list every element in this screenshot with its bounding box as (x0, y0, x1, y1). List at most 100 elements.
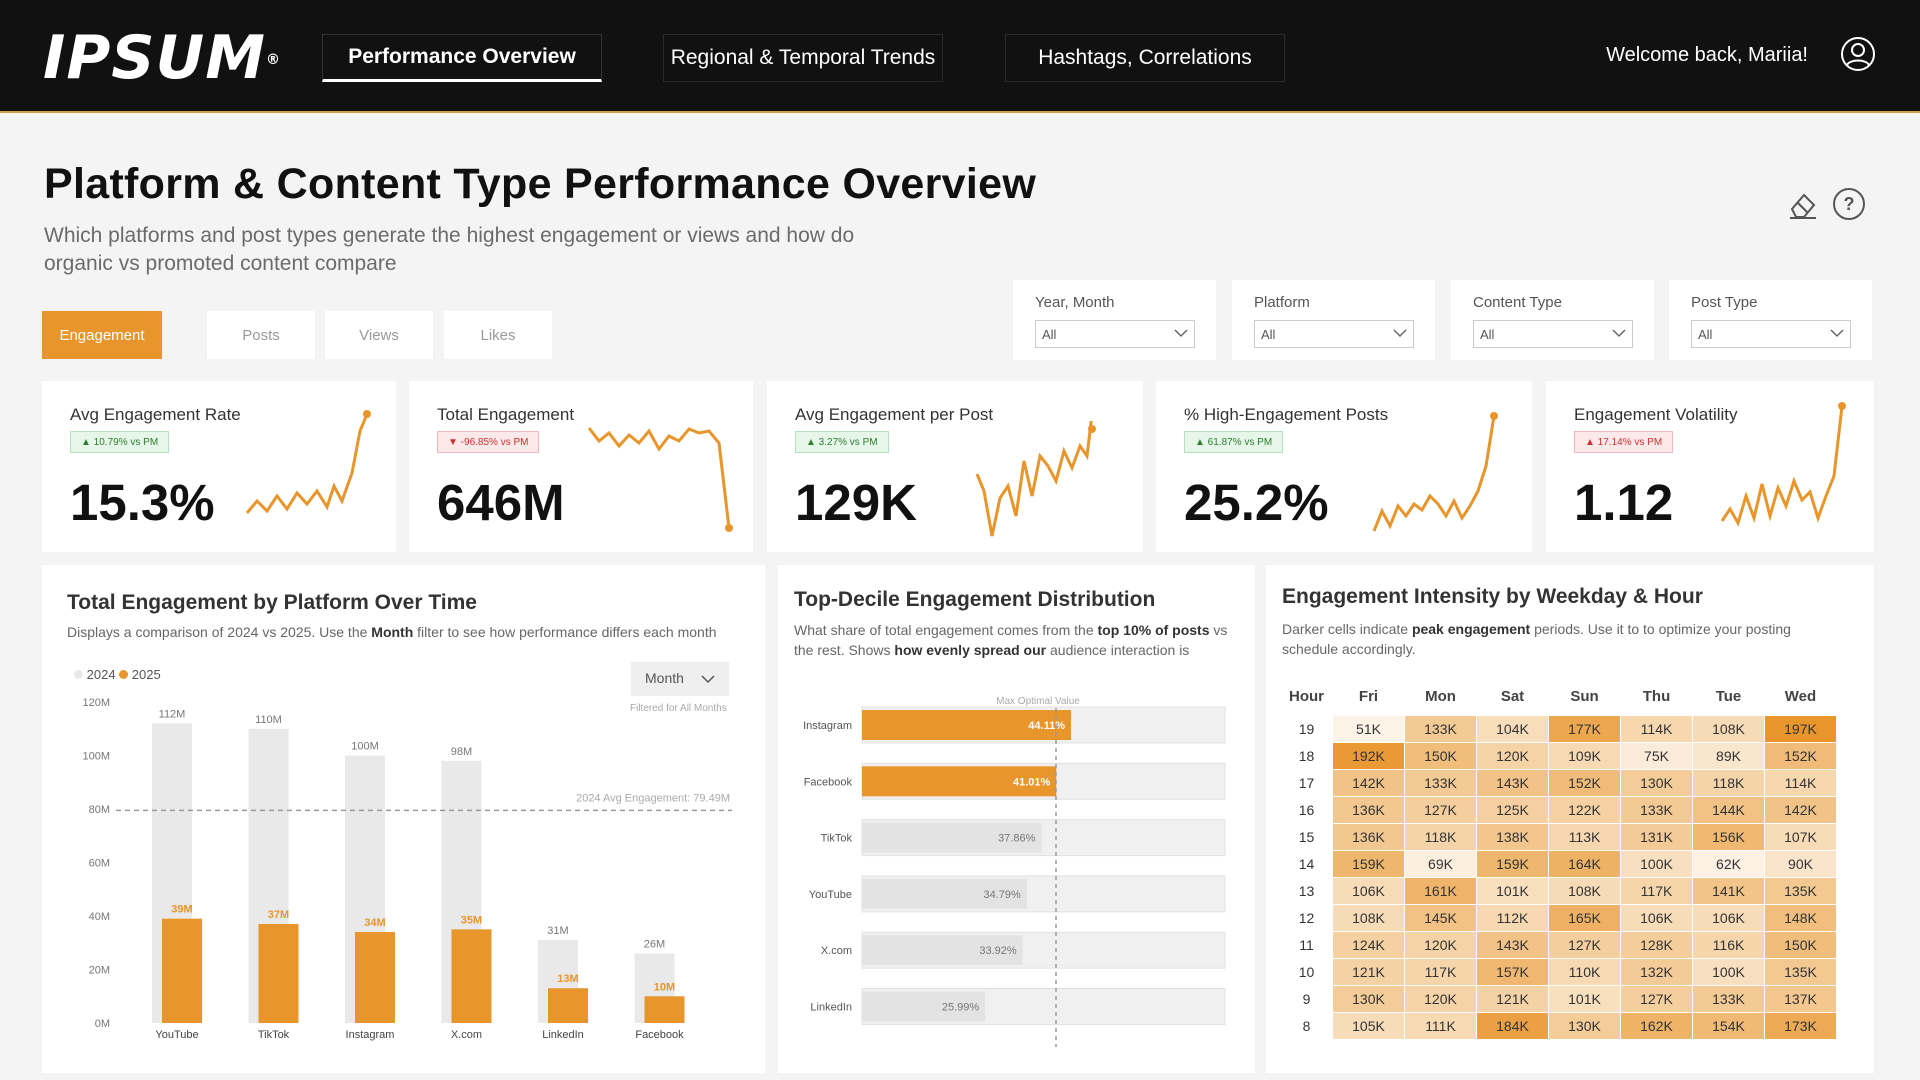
content-type-dropdown[interactable]: All (1473, 320, 1633, 348)
heatmap-cell[interactable]: 117K (1620, 876, 1693, 905)
heatmap-cell[interactable]: 122K (1548, 795, 1621, 824)
metric-tab-engagement[interactable]: Engagement (42, 311, 162, 359)
heatmap-column-header[interactable]: Mon (1425, 688, 1456, 706)
heatmap-cell[interactable]: 117K (1404, 957, 1477, 986)
heatmap-cell[interactable]: 159K (1476, 849, 1549, 878)
metric-tab-likes[interactable]: Likes (444, 311, 552, 359)
heatmap-cell[interactable]: 152K (1764, 741, 1837, 770)
heatmap-cell[interactable]: 106K (1332, 876, 1405, 905)
heatmap-column-header[interactable]: Thu (1642, 688, 1671, 706)
heatmap-cell[interactable]: 150K (1764, 930, 1837, 959)
metric-tab-posts[interactable]: Posts (207, 311, 315, 359)
heatmap-cell[interactable]: 130K (1548, 1011, 1621, 1040)
heatmap-cell[interactable]: 108K (1548, 876, 1621, 905)
heatmap-cell[interactable]: 173K (1764, 1011, 1837, 1040)
heatmap-cell[interactable]: 101K (1476, 876, 1549, 905)
heatmap-cell[interactable]: 108K (1692, 714, 1765, 743)
heatmap-cell[interactable]: 105K (1332, 1011, 1405, 1040)
year-month-dropdown[interactable]: All (1035, 320, 1195, 348)
heatmap-cell[interactable]: 145K (1404, 903, 1477, 932)
heatmap-cell[interactable]: 133K (1404, 768, 1477, 797)
heatmap-column-header[interactable]: Sat (1500, 688, 1525, 706)
heatmap-cell[interactable]: 125K (1476, 795, 1549, 824)
tab-hashtags-correlations[interactable]: Hashtags, Correlations (1005, 34, 1285, 82)
heatmap-cell[interactable]: 133K (1404, 714, 1477, 743)
metric-tab-views[interactable]: Views (325, 311, 433, 359)
heatmap-cell[interactable]: 164K (1548, 849, 1621, 878)
heatmap-cell[interactable]: 90K (1764, 849, 1837, 878)
eraser-icon[interactable] (1786, 187, 1820, 221)
heatmap-cell[interactable]: 142K (1764, 795, 1837, 824)
heatmap-cell[interactable]: 197K (1764, 714, 1837, 743)
heatmap-cell[interactable]: 100K (1692, 957, 1765, 986)
tab-performance-overview[interactable]: Performance Overview (322, 34, 602, 82)
heatmap-cell[interactable]: 108K (1332, 903, 1405, 932)
heatmap-cell[interactable]: 127K (1404, 795, 1477, 824)
heatmap-corner[interactable]: Hour (1281, 679, 1333, 715)
heatmap-cell[interactable]: 51K (1332, 714, 1405, 743)
heatmap-cell[interactable]: 113K (1548, 822, 1621, 851)
heatmap-cell[interactable]: 127K (1548, 930, 1621, 959)
heatmap-cell[interactable]: 106K (1620, 903, 1693, 932)
heatmap-cell[interactable]: 62K (1692, 849, 1765, 878)
heatmap-cell[interactable]: 116K (1692, 930, 1765, 959)
post-type-dropdown[interactable]: All (1691, 320, 1851, 348)
heatmap-cell[interactable]: 143K (1476, 768, 1549, 797)
heatmap-cell[interactable]: 69K (1404, 849, 1477, 878)
heatmap-cell[interactable]: 177K (1548, 714, 1621, 743)
heatmap-cell[interactable]: 162K (1620, 1011, 1693, 1040)
heatmap-cell[interactable]: 138K (1476, 822, 1549, 851)
heatmap-cell[interactable]: 112K (1476, 903, 1549, 932)
heatmap-cell[interactable]: 114K (1764, 768, 1837, 797)
heatmap-column-header[interactable]: Tue (1715, 688, 1742, 706)
heatmap-cell[interactable]: 132K (1620, 957, 1693, 986)
heatmap-cell[interactable]: 144K (1692, 795, 1765, 824)
heatmap-cell[interactable]: 154K (1692, 1011, 1765, 1040)
help-icon[interactable]: ? (1832, 187, 1866, 221)
app-logo[interactable]: IPSUM® (43, 23, 281, 93)
heatmap-cell[interactable]: 165K (1548, 903, 1621, 932)
tab-regional-temporal-trends[interactable]: Regional & Temporal Trends (663, 34, 943, 82)
heatmap-cell[interactable]: 111K (1404, 1011, 1477, 1040)
heatmap-cell[interactable]: 106K (1692, 903, 1765, 932)
heatmap-cell[interactable]: 124K (1332, 930, 1405, 959)
heatmap-cell[interactable]: 100K (1620, 849, 1693, 878)
heatmap-cell[interactable]: 107K (1764, 822, 1837, 851)
heatmap-cell[interactable]: 133K (1620, 795, 1693, 824)
heatmap-column-header[interactable]: Sun (1570, 688, 1599, 706)
heatmap-cell[interactable]: 120K (1404, 984, 1477, 1013)
heatmap-cell[interactable]: 142K (1332, 768, 1405, 797)
heatmap-cell[interactable]: 152K (1548, 768, 1621, 797)
heatmap-cell[interactable]: 110K (1548, 957, 1621, 986)
heatmap-cell[interactable]: 184K (1476, 1011, 1549, 1040)
heatmap-column-header[interactable]: Wed (1784, 688, 1817, 706)
heatmap-cell[interactable]: 159K (1332, 849, 1405, 878)
heatmap-cell[interactable]: 114K (1620, 714, 1693, 743)
heatmap-cell[interactable]: 128K (1620, 930, 1693, 959)
heatmap-cell[interactable]: 136K (1332, 795, 1405, 824)
heatmap-cell[interactable]: 141K (1692, 876, 1765, 905)
heatmap-cell[interactable]: 118K (1692, 768, 1765, 797)
heatmap-cell[interactable]: 89K (1692, 741, 1765, 770)
heatmap-cell[interactable]: 131K (1620, 822, 1693, 851)
heatmap-cell[interactable]: 148K (1764, 903, 1837, 932)
heatmap-cell[interactable]: 121K (1476, 984, 1549, 1013)
heatmap-cell[interactable]: 104K (1476, 714, 1549, 743)
heatmap-cell[interactable]: 136K (1332, 822, 1405, 851)
heatmap-cell[interactable]: 101K (1548, 984, 1621, 1013)
heatmap-cell[interactable]: 118K (1404, 822, 1477, 851)
user-profile-icon[interactable] (1840, 36, 1876, 72)
heatmap-cell[interactable]: 109K (1548, 741, 1621, 770)
month-dropdown[interactable]: Month (631, 662, 729, 696)
heatmap-cell[interactable]: 121K (1332, 957, 1405, 986)
heatmap-cell[interactable]: 135K (1764, 876, 1837, 905)
heatmap-cell[interactable]: 143K (1476, 930, 1549, 959)
heatmap-column-header[interactable]: Fri (1358, 688, 1379, 706)
heatmap-cell[interactable]: 150K (1404, 741, 1477, 770)
heatmap-cell[interactable]: 130K (1620, 768, 1693, 797)
heatmap-cell[interactable]: 130K (1332, 984, 1405, 1013)
heatmap-cell[interactable]: 157K (1476, 957, 1549, 986)
heatmap-cell[interactable]: 75K (1620, 741, 1693, 770)
heatmap-cell[interactable]: 127K (1620, 984, 1693, 1013)
heatmap-cell[interactable]: 133K (1692, 984, 1765, 1013)
